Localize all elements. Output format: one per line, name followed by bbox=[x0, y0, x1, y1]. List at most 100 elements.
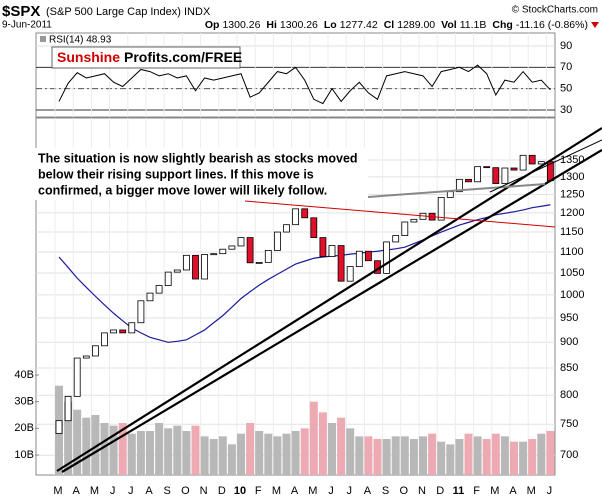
volume-bar bbox=[291, 431, 300, 475]
quote-label: Vol bbox=[441, 19, 457, 31]
quote-label: Hi bbox=[266, 19, 277, 31]
quote-value: 1300.26 bbox=[222, 19, 260, 31]
volume-bar bbox=[164, 428, 173, 475]
rsi-icon bbox=[40, 36, 46, 42]
candle bbox=[501, 167, 509, 184]
candle bbox=[246, 237, 254, 264]
volume-bar bbox=[318, 412, 327, 475]
x-tick-label: J bbox=[110, 485, 116, 497]
candle bbox=[292, 208, 300, 226]
x-tick-label: M bbox=[90, 485, 99, 497]
volume-bar bbox=[264, 433, 273, 475]
candle bbox=[101, 332, 108, 347]
candle bbox=[110, 329, 117, 334]
y-tick-label: 850 bbox=[560, 362, 578, 374]
x-tick-label: A bbox=[73, 485, 81, 497]
y2-tick-label: 20B bbox=[14, 422, 34, 434]
candle bbox=[64, 395, 72, 422]
candle bbox=[528, 154, 536, 165]
candle bbox=[392, 235, 400, 243]
quote: Op 1300.26 Hi 1300.26 Lo 1277.42 Cl 1289.00 Vol 1… bbox=[205, 19, 588, 31]
volume-bar bbox=[218, 436, 227, 475]
volume-bar bbox=[64, 401, 73, 475]
volume-bar bbox=[73, 409, 82, 475]
annotation: The situation is now slightly bearish as… bbox=[38, 151, 358, 165]
candle bbox=[519, 154, 527, 171]
candle bbox=[437, 197, 445, 221]
x-tick-label: A bbox=[291, 485, 299, 497]
y-tick-label: 1150 bbox=[560, 226, 584, 238]
volume-bar bbox=[382, 439, 391, 475]
candle bbox=[237, 237, 245, 247]
candle bbox=[410, 218, 418, 223]
volume-bar bbox=[546, 431, 555, 475]
credit: © StockCharts.com bbox=[512, 5, 598, 16]
volume-bar bbox=[300, 428, 309, 475]
x-tick-label: O bbox=[181, 485, 190, 497]
volume-bar bbox=[91, 415, 100, 475]
x-tick-label: J bbox=[547, 485, 553, 497]
x-tick-label: J bbox=[346, 485, 352, 497]
volume-bar bbox=[100, 423, 109, 475]
support-line bbox=[56, 127, 602, 472]
candle bbox=[273, 231, 281, 251]
x-tick-label: J bbox=[128, 485, 134, 497]
candle bbox=[364, 250, 372, 262]
trend-line bbox=[367, 183, 546, 198]
trend-line bbox=[489, 139, 602, 193]
y-tick-label: 90 bbox=[560, 40, 572, 52]
symbol: $SPX bbox=[2, 3, 40, 20]
y-tick-label: 1350 bbox=[560, 154, 584, 166]
candle bbox=[201, 254, 209, 280]
volume-bar bbox=[409, 439, 418, 475]
y-tick-label: 800 bbox=[560, 389, 578, 401]
y-tick-label: 1300 bbox=[560, 171, 584, 183]
volume-bar bbox=[537, 433, 546, 475]
x-tick-label: M bbox=[53, 485, 62, 497]
candle bbox=[328, 245, 336, 257]
y-tick-label: 1000 bbox=[560, 289, 584, 301]
volume-bar bbox=[446, 444, 455, 475]
annotation: below their rising support lines. If thi… bbox=[38, 167, 314, 181]
candle bbox=[455, 178, 463, 193]
x-tick-label: O bbox=[400, 485, 409, 497]
annotation: confirmed, a bigger move lower will like… bbox=[38, 183, 327, 197]
rsi-label: RSI(14) 48.93 bbox=[49, 35, 112, 46]
candle bbox=[164, 271, 172, 286]
quote-value: -11.16 (-0.86%) bbox=[516, 19, 588, 31]
volume-bar bbox=[437, 441, 446, 475]
x-tick-label: 10 bbox=[234, 485, 246, 497]
volume-bar bbox=[491, 433, 500, 475]
volume-bar bbox=[482, 439, 491, 475]
candle bbox=[355, 250, 363, 267]
volume-bar bbox=[127, 433, 136, 475]
candle bbox=[137, 300, 145, 324]
volume-bar bbox=[428, 433, 437, 475]
y2-tick-label: 10B bbox=[14, 449, 34, 461]
volume-bar bbox=[309, 401, 318, 475]
y2-tick-label: 30B bbox=[14, 396, 34, 408]
volume-bar bbox=[328, 423, 336, 475]
watermark-red: Sunshine bbox=[57, 49, 120, 65]
x-tick-label: S bbox=[382, 485, 389, 497]
candle bbox=[510, 167, 518, 171]
candle bbox=[228, 245, 236, 250]
volume-bar bbox=[282, 433, 291, 475]
volume-bar bbox=[510, 441, 518, 475]
candle bbox=[73, 357, 81, 397]
volume-bar bbox=[519, 441, 528, 475]
x-tick-label: S bbox=[164, 485, 171, 497]
x-tick-label: F bbox=[255, 485, 262, 497]
x-tick-label: D bbox=[218, 485, 226, 497]
quote-value: 1289.00 bbox=[397, 19, 435, 31]
candle bbox=[537, 161, 545, 165]
down-arrow bbox=[591, 22, 599, 28]
x-tick-label: M bbox=[272, 485, 281, 497]
candle bbox=[483, 166, 491, 169]
candle bbox=[82, 355, 90, 359]
volume-bar bbox=[400, 436, 409, 475]
candle bbox=[337, 245, 345, 282]
y-tick-label: 1250 bbox=[560, 188, 584, 200]
candle bbox=[474, 166, 482, 183]
